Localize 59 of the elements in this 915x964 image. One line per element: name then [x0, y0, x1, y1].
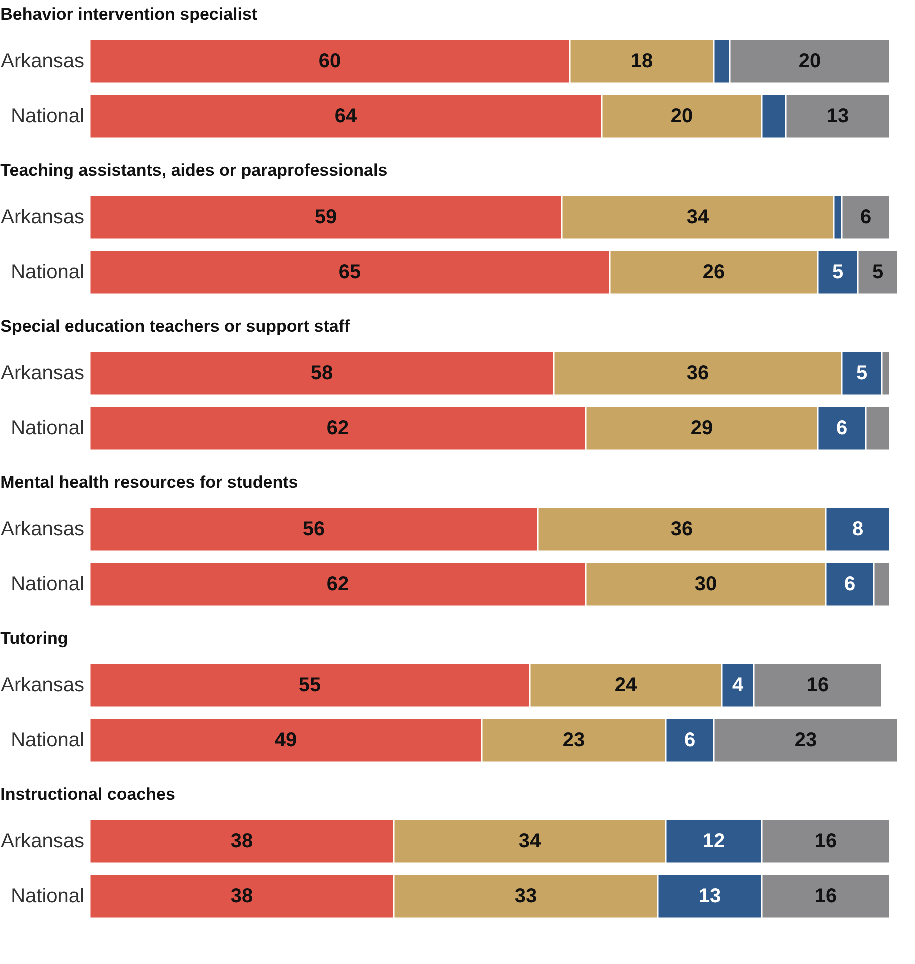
chart-title: Teaching assistants, aides or paraprofessionals — [0, 161, 388, 180]
data-label: 34 — [518, 830, 542, 852]
data-label: 16 — [814, 886, 838, 908]
y-tick-label: National — [11, 730, 84, 752]
data-label: 29 — [690, 418, 714, 440]
y-tick-label: Arkansas — [1, 206, 84, 228]
y-tick-label: National — [11, 106, 84, 128]
chart-title: Mental health resources for students — [0, 473, 298, 492]
data-label: 23 — [794, 730, 818, 752]
y-tick-label: National — [11, 574, 84, 596]
data-label: 6 — [684, 730, 696, 752]
y-tick-label: Arkansas — [1, 50, 84, 72]
data-label: 64 — [334, 106, 358, 128]
data-label: 24 — [614, 674, 638, 696]
data-label: 30 — [694, 574, 718, 596]
data-label: 5 — [856, 362, 868, 384]
data-label: 38 — [230, 886, 254, 908]
data-label: 26 — [702, 262, 726, 284]
data-label: 59 — [314, 206, 338, 228]
data-label: 18 — [630, 50, 654, 72]
y-tick-label: Arkansas — [1, 518, 84, 540]
data-label: 36 — [670, 518, 694, 540]
data-label: 12 — [702, 830, 726, 852]
data-label: 20 — [798, 50, 822, 72]
data-label: 8 — [852, 518, 864, 540]
data-label: 56 — [302, 518, 326, 540]
chart-title: Special education teachers or support staff — [0, 317, 350, 336]
data-label: 33 — [514, 886, 538, 908]
chart-title: Behavior intervention specialist — [0, 5, 258, 24]
data-label: 6 — [860, 206, 872, 228]
data-label: 58 — [310, 362, 334, 384]
y-tick-label: Arkansas — [1, 362, 84, 384]
data-label: 38 — [230, 830, 254, 852]
data-label: 13 — [698, 886, 722, 908]
data-label: 60 — [318, 50, 342, 72]
data-label: 5 — [872, 262, 884, 284]
data-label: 65 — [338, 262, 362, 284]
data-label: 23 — [562, 730, 586, 752]
chart-title: Tutoring — [0, 629, 68, 648]
data-label: 16 — [806, 674, 830, 696]
data-label: 36 — [686, 362, 710, 384]
data-label: 4 — [732, 674, 744, 696]
data-label: 13 — [826, 106, 850, 128]
data-label: 20 — [670, 106, 694, 128]
data-label: 6 — [836, 418, 848, 440]
data-label: 55 — [298, 674, 322, 696]
chart-title: Instructional coaches — [0, 785, 176, 804]
data-label: 49 — [274, 730, 298, 752]
data-label: 6 — [844, 574, 856, 596]
y-tick-label: Arkansas — [1, 830, 84, 852]
data-label: 16 — [814, 830, 838, 852]
y-tick-label: Arkansas — [1, 674, 84, 696]
data-label: 5 — [832, 262, 844, 284]
data-label: 34 — [686, 206, 710, 228]
y-tick-label: National — [11, 886, 84, 908]
data-label: 62 — [326, 418, 350, 440]
data-label: 62 — [326, 574, 350, 596]
y-tick-label: National — [11, 418, 84, 440]
y-tick-label: National — [11, 262, 84, 284]
